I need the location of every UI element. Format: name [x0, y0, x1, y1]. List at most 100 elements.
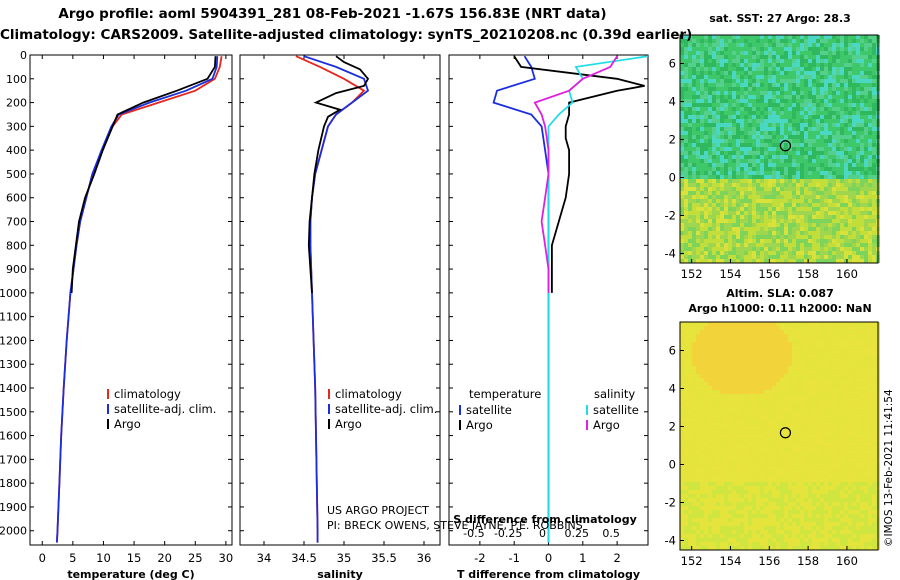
top-tick-label: 0.5	[602, 527, 620, 540]
x-tick-label: 20	[157, 551, 172, 565]
map-y-tick-label: 6	[669, 57, 676, 71]
x-tick-label: 5	[69, 551, 76, 565]
credit-line-1: US ARGO PROJECT	[327, 504, 429, 517]
x-tick-label: 2	[613, 551, 620, 565]
y-tick-label: 1800	[0, 477, 27, 490]
credit-line-2: PI: BRECK OWENS, STEVE JAYNE, P.E. ROBBI…	[327, 519, 583, 532]
x-tick-label: 0	[545, 551, 552, 565]
sla-map-title-1: Altim. SLA: 0.087	[726, 287, 834, 300]
y-tick-label: 1600	[0, 430, 27, 443]
x-axis-label: salinity	[317, 568, 363, 580]
sal-legend-label: Argo	[335, 417, 362, 431]
top-tick-label: 0.25	[565, 527, 590, 540]
x-tick-label: 0	[39, 551, 46, 565]
diff-legend-title: temperature	[469, 387, 541, 401]
x-tick-label: 34	[257, 551, 272, 565]
diff-legend-left-label: satellite	[466, 403, 512, 417]
map-x-tick-label: 154	[719, 267, 741, 281]
x-tick-label: 35	[337, 551, 352, 565]
y-tick-label: 100	[6, 73, 27, 86]
top-tick-label: -0.5	[463, 527, 484, 540]
map-x-tick-label: 152	[681, 554, 703, 568]
temp-legend-label: Argo	[114, 417, 141, 431]
y-tick-label: 0	[20, 49, 27, 62]
series-line-salinity-argo	[533, 55, 618, 293]
x-tick-label: 15	[127, 551, 142, 565]
y-tick-label: 2000	[0, 525, 27, 538]
series-line-temperature-argo	[513, 55, 645, 293]
x-tick-label: 34.5	[291, 551, 317, 565]
map-x-tick-label: 160	[836, 554, 858, 568]
sal-legend-label: climatology	[335, 387, 402, 401]
argo-location-marker	[779, 140, 792, 152]
x-tick-label: 36	[417, 551, 432, 565]
x-tick-label: -1	[508, 551, 519, 565]
series-line-argo	[307, 55, 370, 293]
y-tick-label: 1900	[0, 501, 27, 514]
top-tick-label: 0	[539, 527, 546, 540]
map-y-tick-label: -2	[665, 209, 676, 223]
map-x-tick-label: 156	[758, 267, 780, 281]
x-tick-label: 30	[219, 551, 234, 565]
sla-map-frame	[679, 321, 879, 551]
y-tick-label: 1700	[0, 453, 27, 466]
x-axis-label: temperature (deg C)	[67, 568, 194, 580]
temp-legend-label: satellite-adj. clim.	[114, 402, 216, 416]
sst-map-frame	[679, 34, 879, 264]
y-tick-label: 700	[6, 216, 27, 229]
sal-legend-label: satellite-adj. clim.	[335, 402, 437, 416]
map-x-tick-label: 158	[797, 554, 819, 568]
temp-legend-label: climatology	[114, 387, 181, 401]
series-line-satellite-adj-clim-	[303, 55, 370, 543]
map-x-tick-label: 154	[719, 554, 741, 568]
y-tick-label: 900	[6, 263, 27, 276]
y-tick-label: 500	[6, 168, 27, 181]
y-tick-label: 1200	[0, 334, 27, 347]
series-line-climatology	[56, 56, 223, 543]
y-tick-label: 200	[6, 97, 27, 110]
y-tick-label: 1300	[0, 358, 27, 371]
map-y-tick-label: 2	[669, 133, 676, 147]
y-tick-label: 800	[6, 239, 27, 252]
y-tick-label: 600	[6, 192, 27, 205]
x-axis-label: T difference from climatology	[457, 568, 640, 580]
sla-map-title-2: Argo h1000: 0.11 h2000: NaN	[688, 302, 872, 315]
y-tick-label: 400	[6, 144, 27, 157]
x-tick-label: 10	[96, 551, 111, 565]
diff-legend-title: salinity	[594, 387, 635, 401]
x-tick-label: -2	[474, 551, 485, 565]
sst-map-title: sat. SST: 27 Argo: 28.3	[709, 12, 851, 25]
map-y-tick-label: 2	[669, 420, 676, 434]
x-tick-label: 35.5	[371, 551, 397, 565]
sla-map	[680, 322, 880, 550]
title-line-1: Argo profile: aoml 5904391_281 08-Feb-20…	[58, 6, 607, 22]
map-x-tick-label: 160	[836, 267, 858, 281]
y-tick-label: 300	[6, 120, 27, 133]
map-y-tick-label: -2	[665, 496, 676, 510]
argo-location-marker	[779, 427, 792, 439]
series-line-satellite-adj-clim-	[56, 56, 219, 543]
plot-frame-1	[29, 54, 233, 546]
map-y-tick-label: -4	[665, 247, 676, 261]
timestamp-label: ©IMOS 13-Feb-2021 11:41:54	[883, 389, 895, 547]
map-y-tick-label: 0	[669, 458, 676, 472]
diff-legend-right-label: satellite	[593, 403, 639, 417]
x-tick-label: 1	[579, 551, 586, 565]
map-x-tick-label: 158	[797, 267, 819, 281]
diff-legend-left-label: Argo	[466, 418, 493, 432]
map-y-tick-label: -4	[665, 534, 676, 548]
top-axis-label: S difference from climatology	[453, 513, 637, 526]
diff-legend-right-label: Argo	[593, 418, 620, 432]
y-tick-label: 1100	[0, 311, 27, 324]
top-tick-label: -0.25	[494, 527, 522, 540]
series-line-temperature-satellite	[492, 55, 550, 543]
plot-frame-2	[239, 54, 441, 546]
map-y-tick-label: 4	[669, 382, 676, 396]
map-y-tick-label: 4	[669, 95, 676, 109]
sst-map	[680, 35, 880, 263]
series-line-climatology	[295, 55, 366, 543]
map-y-tick-label: 0	[669, 171, 676, 185]
x-tick-label: 25	[188, 551, 203, 565]
map-x-tick-label: 152	[681, 267, 703, 281]
